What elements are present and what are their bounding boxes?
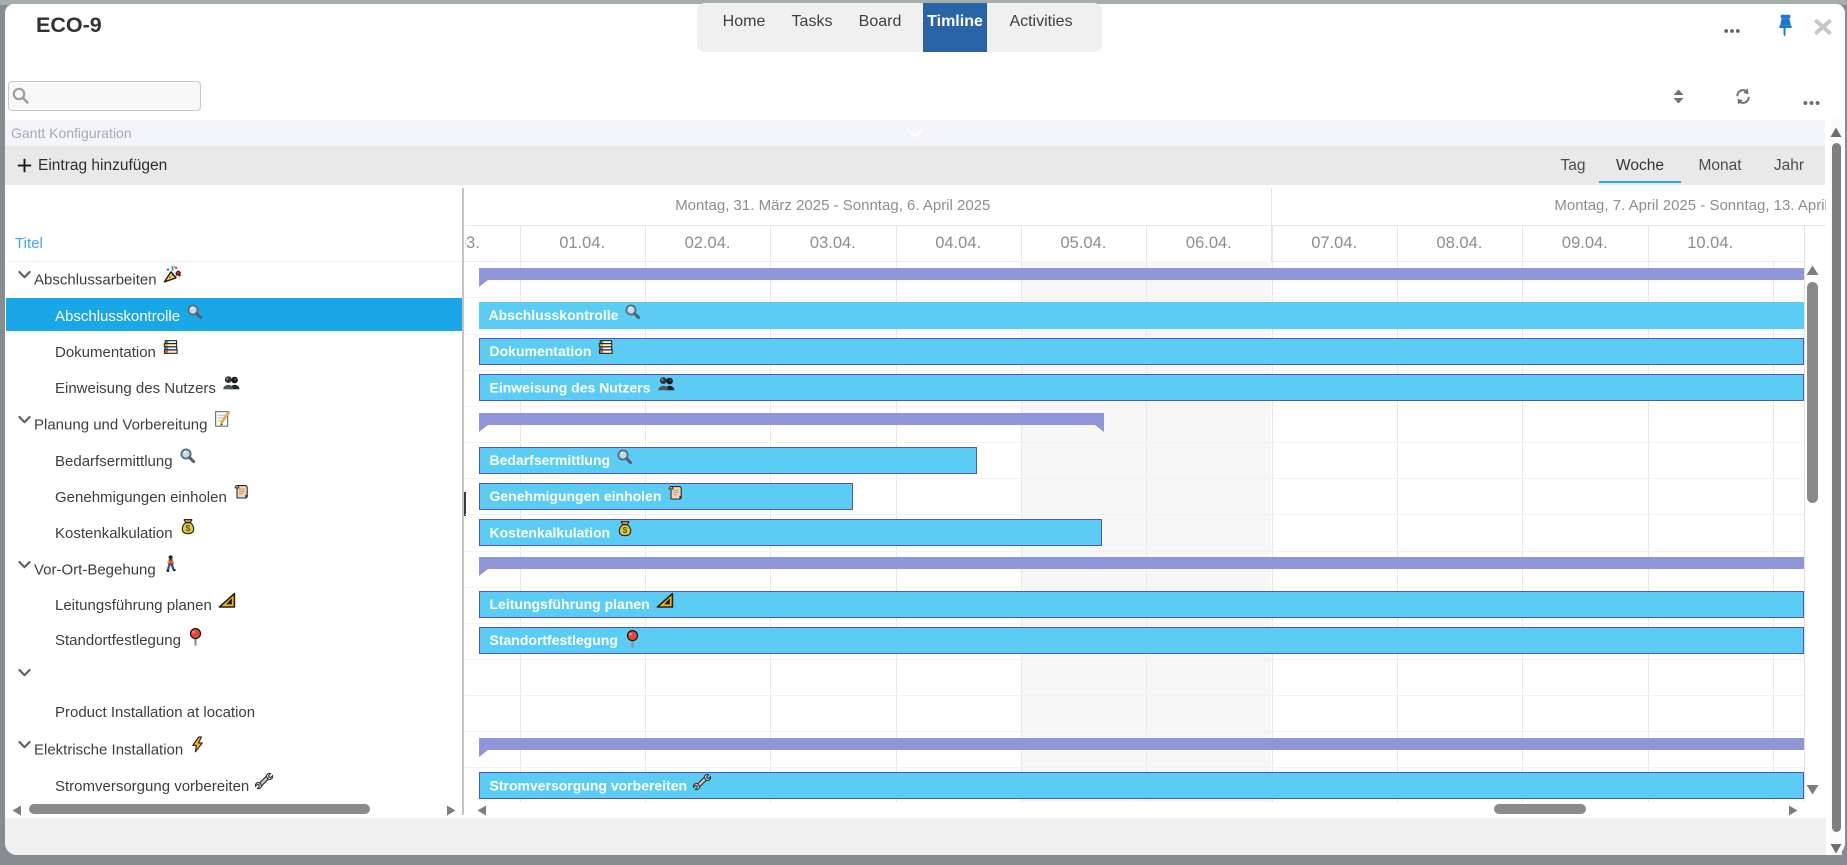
svg-text:$: $ (185, 524, 190, 534)
svg-text:$: $ (623, 525, 628, 535)
